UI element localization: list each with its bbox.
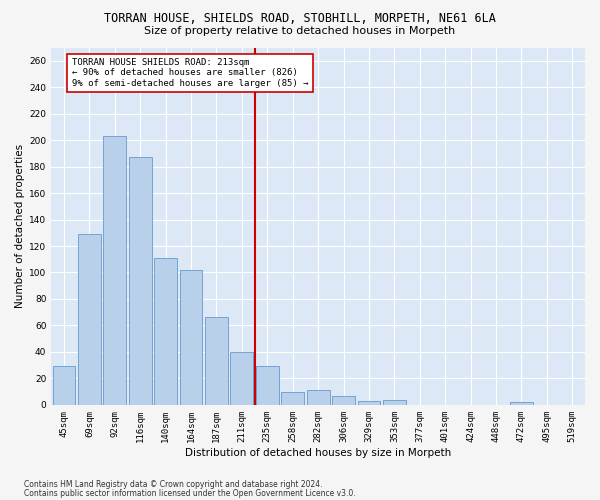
Text: Size of property relative to detached houses in Morpeth: Size of property relative to detached ho… <box>145 26 455 36</box>
Text: TORRAN HOUSE, SHIELDS ROAD, STOBHILL, MORPETH, NE61 6LA: TORRAN HOUSE, SHIELDS ROAD, STOBHILL, MO… <box>104 12 496 26</box>
Bar <box>358 401 380 405</box>
Bar <box>332 396 355 405</box>
Bar <box>179 270 202 405</box>
Bar <box>383 400 406 405</box>
Bar <box>510 402 533 405</box>
Bar <box>53 366 76 405</box>
Bar <box>230 352 253 405</box>
Bar <box>129 158 152 405</box>
Bar <box>154 258 177 405</box>
Bar <box>256 366 279 405</box>
Bar <box>78 234 101 405</box>
Text: Contains public sector information licensed under the Open Government Licence v3: Contains public sector information licen… <box>24 488 356 498</box>
Bar <box>307 390 329 405</box>
Bar <box>103 136 126 405</box>
Text: Contains HM Land Registry data © Crown copyright and database right 2024.: Contains HM Land Registry data © Crown c… <box>24 480 323 489</box>
Bar <box>205 318 228 405</box>
Y-axis label: Number of detached properties: Number of detached properties <box>15 144 25 308</box>
Bar <box>281 392 304 405</box>
X-axis label: Distribution of detached houses by size in Morpeth: Distribution of detached houses by size … <box>185 448 451 458</box>
Text: TORRAN HOUSE SHIELDS ROAD: 213sqm
← 90% of detached houses are smaller (826)
9% : TORRAN HOUSE SHIELDS ROAD: 213sqm ← 90% … <box>71 58 308 88</box>
